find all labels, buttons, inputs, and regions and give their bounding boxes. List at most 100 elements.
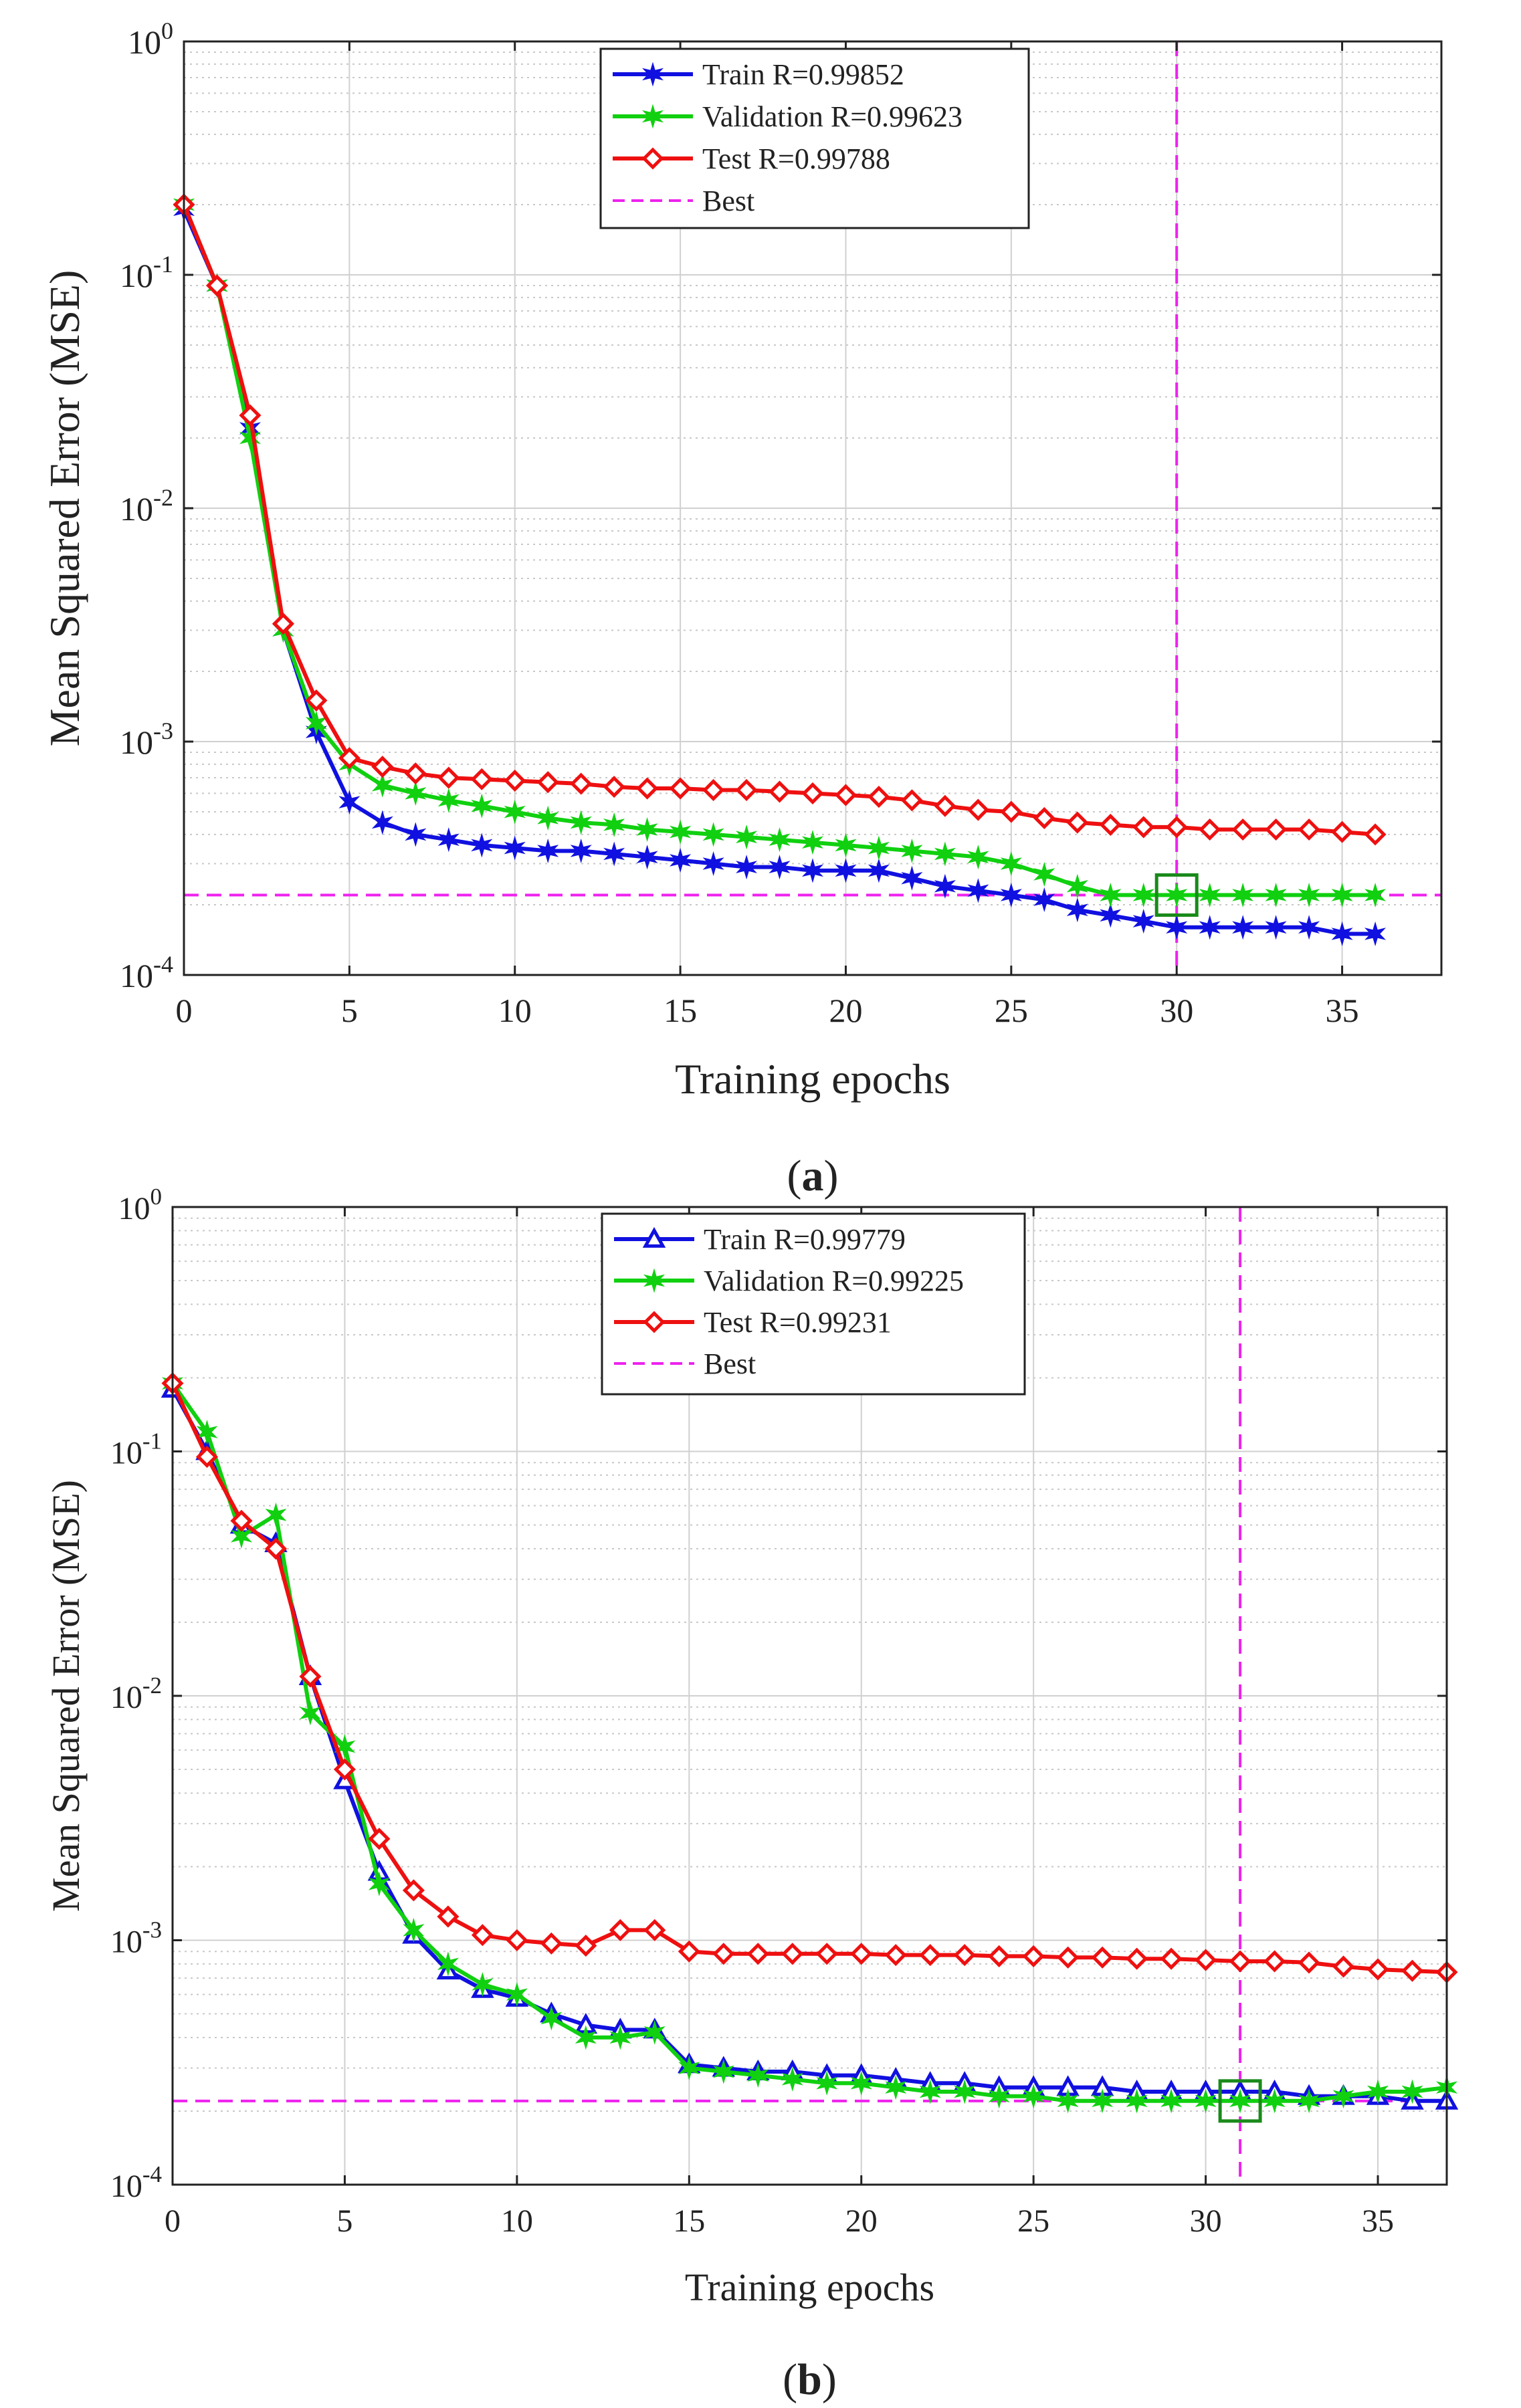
- data-point-train: [1100, 903, 1122, 928]
- data-point-validation: [1000, 851, 1022, 877]
- data-point-validation: [1066, 873, 1088, 899]
- data-point-test: [609, 1919, 631, 1941]
- x-tick-label: 20: [829, 992, 862, 1029]
- data-point-validation: [570, 810, 592, 835]
- legend-label: Best: [704, 1347, 756, 1380]
- data-point-test: [1165, 816, 1188, 839]
- data-point-test: [205, 274, 229, 297]
- data-point-test: [1401, 1959, 1424, 1982]
- data-point-train: [1166, 915, 1188, 940]
- legend-label: Validation R=0.99225: [704, 1265, 964, 1297]
- data-point-test: [900, 789, 923, 812]
- x-tick-label: 10: [501, 2203, 533, 2239]
- legend-box: [599, 47, 1030, 229]
- legend-label: Validation R=0.99623: [702, 100, 962, 133]
- x-tick-label: 25: [1017, 2203, 1049, 2239]
- y-tick-label: 10-4: [110, 2161, 162, 2204]
- legend-marker: [642, 1226, 666, 1248]
- data-point-validation: [988, 2084, 1010, 2109]
- x-axis-label: Training epochs: [685, 2266, 934, 2309]
- data-point-test: [781, 1943, 804, 1965]
- data-point-test: [333, 1758, 356, 1781]
- data-point-validation: [603, 812, 625, 837]
- data-point-validation: [472, 1971, 494, 1997]
- data-point-test: [1229, 1950, 1251, 1973]
- y-tick-label: 100: [128, 17, 173, 61]
- data-point-test: [437, 1905, 460, 1928]
- data-point-test: [338, 747, 361, 770]
- data-point-test: [603, 776, 625, 798]
- data-point-test: [264, 1537, 287, 1560]
- data-point-test: [536, 771, 559, 794]
- legend-marker: [643, 1311, 666, 1333]
- data-point-train: [670, 847, 692, 873]
- data-point-validation: [1366, 2079, 1389, 2104]
- data-point-test: [1364, 823, 1387, 846]
- data-point-validation: [868, 835, 890, 861]
- data-point-test: [1057, 1946, 1080, 1969]
- data-point-test: [368, 1828, 391, 1850]
- y-tick-label: 10-1: [110, 1428, 162, 1471]
- data-point-train: [769, 855, 791, 880]
- data-point-validation: [1298, 2088, 1320, 2114]
- data-point-validation: [1160, 2088, 1183, 2114]
- data-point-validation: [919, 2079, 941, 2104]
- data-point-test: [801, 782, 824, 804]
- data-point-test: [470, 768, 493, 790]
- data-point-train: [471, 833, 493, 858]
- data-point-validation: [299, 1701, 321, 1726]
- data-point-test: [1331, 820, 1354, 843]
- data-point-test: [868, 786, 890, 808]
- data-point-train: [934, 873, 956, 899]
- x-tick-label: 30: [1160, 992, 1193, 1029]
- data-point-test: [195, 1446, 219, 1468]
- data-point-test: [1366, 1958, 1389, 1981]
- series-validation: [161, 1371, 1458, 2114]
- y-axis-label: Mean Squared Error (MSE): [41, 270, 88, 747]
- data-point-test: [1298, 1951, 1320, 1974]
- data-point-validation: [1023, 2084, 1045, 2109]
- data-point-test: [272, 613, 294, 635]
- x-tick-label: 35: [1326, 992, 1359, 1029]
- data-point-train: [801, 858, 824, 883]
- data-point-validation: [1126, 2088, 1148, 2114]
- x-tick-label: 10: [498, 992, 532, 1029]
- series-test: [173, 193, 1387, 846]
- data-point-test: [299, 1665, 322, 1688]
- panel-label: (b): [783, 2355, 837, 2404]
- data-point-test: [953, 1944, 976, 1967]
- data-point-validation: [801, 830, 824, 855]
- data-point-validation: [403, 1917, 425, 1943]
- data-point-validation: [540, 2005, 563, 2031]
- data-point-validation: [368, 1871, 390, 1896]
- data-point-train: [1298, 915, 1320, 940]
- data-point-train: [537, 838, 559, 864]
- data-point-test: [678, 1940, 700, 1963]
- data-point-test: [504, 769, 526, 792]
- data-point-test: [371, 756, 394, 778]
- x-axis-label: Training epochs: [675, 1055, 950, 1103]
- data-point-train: [1033, 887, 1055, 913]
- data-point-validation: [1332, 2084, 1354, 2109]
- data-point-test: [850, 1943, 873, 1965]
- data-point-validation: [239, 425, 261, 451]
- data-point-test: [1298, 818, 1320, 841]
- series-train: [173, 197, 1387, 947]
- y-tick-label: 10-3: [110, 1917, 162, 1960]
- data-point-test: [669, 777, 692, 800]
- data-point-train: [736, 855, 758, 880]
- data-point-train: [901, 865, 923, 891]
- data-point-test: [239, 404, 262, 427]
- y-tick-label: 10-2: [110, 1672, 162, 1715]
- data-point-test: [1000, 800, 1023, 823]
- data-point-test: [746, 1943, 769, 1965]
- data-point-train: [504, 835, 526, 861]
- data-point-validation: [1265, 882, 1287, 908]
- data-point-validation: [954, 2079, 976, 2104]
- legend-marker: [641, 104, 664, 129]
- data-point-test: [230, 1509, 253, 1532]
- x-tick-label: 25: [995, 992, 1028, 1029]
- series-test: [161, 1372, 1458, 1983]
- x-tick-label: 20: [845, 2203, 878, 2239]
- data-point-validation: [636, 816, 658, 843]
